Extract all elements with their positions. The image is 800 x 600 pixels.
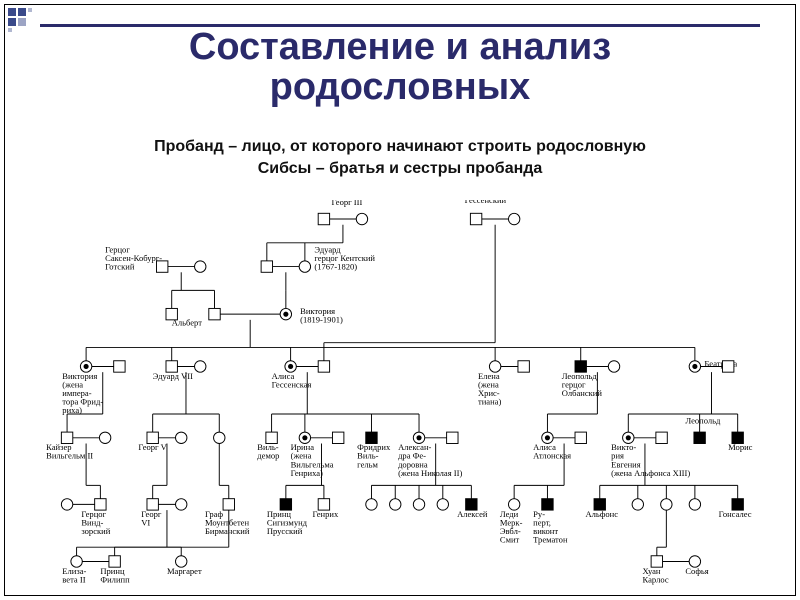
svg-text:Георг V: Георг V	[138, 442, 167, 452]
svg-text:Генриха): Генриха)	[291, 468, 323, 478]
svg-text:Морис: Морис	[728, 442, 753, 452]
svg-text:гельм: гельм	[357, 459, 378, 469]
svg-text:риха): риха)	[62, 405, 82, 415]
svg-text:(1767-1820): (1767-1820)	[314, 261, 357, 271]
pedigree-svg: Георг IIIЛюдовик II,великий герцогГессен…	[10, 200, 790, 590]
svg-text:демор: демор	[257, 451, 279, 461]
svg-text:Георг III: Георг III	[332, 200, 363, 207]
svg-text:Эдуард VII: Эдуард VII	[153, 371, 193, 381]
pedigree-chart: Георг IIIЛюдовик II,великий герцогГессен…	[10, 200, 790, 590]
svg-text:Смит: Смит	[500, 534, 520, 544]
svg-text:Карлос: Карлос	[643, 574, 669, 584]
svg-text:Трематон: Трематон	[533, 534, 568, 544]
svg-text:Альберт: Альберт	[172, 318, 203, 328]
svg-text:Алексей: Алексей	[457, 509, 488, 519]
svg-text:Софья: Софья	[685, 566, 708, 576]
svg-text:Атлонская: Атлонская	[533, 451, 571, 461]
svg-text:Гессенский: Гессенский	[465, 200, 507, 205]
title-line-1: Составление и анализ	[189, 26, 611, 68]
subtitle-line-1: Пробанд – лицо, от которого начинают стр…	[154, 138, 646, 155]
svg-text:(жена Николая II): (жена Николая II)	[398, 468, 462, 478]
svg-text:Гессенская: Гессенская	[272, 379, 312, 389]
svg-text:Маргарет: Маргарет	[167, 566, 202, 576]
svg-text:Генрих: Генрих	[312, 509, 339, 519]
svg-text:Прусский: Прусский	[267, 526, 303, 536]
svg-text:Альфонс: Альфонс	[585, 509, 618, 519]
slide-title: Составление и анализ родословных	[0, 28, 800, 108]
svg-text:Готский: Готский	[105, 261, 135, 271]
title-line-2: родословных	[270, 66, 531, 108]
svg-text:(жена Альфонса XIII): (жена Альфонса XIII)	[611, 468, 690, 478]
svg-text:Филипп: Филипп	[100, 574, 130, 584]
svg-text:зорский: зорский	[81, 526, 110, 536]
svg-text:Вильгельм II: Вильгельм II	[46, 451, 93, 461]
svg-text:вета II: вета II	[62, 574, 85, 584]
svg-text:Гонсалес: Гонсалес	[719, 509, 752, 519]
svg-text:VI: VI	[141, 517, 150, 527]
svg-text:тиана): тиана)	[478, 397, 501, 407]
subtitle-line-2: Сибсы – братья и сестры пробанда	[258, 160, 543, 177]
svg-text:Олбанский: Олбанский	[562, 388, 603, 398]
svg-text:Бирманский: Бирманский	[205, 526, 250, 536]
svg-text:Леопольд: Леопольд	[685, 416, 721, 426]
slide-subtitle: Пробанд – лицо, от которого начинают стр…	[0, 136, 800, 179]
svg-text:(1819-1901): (1819-1901)	[300, 315, 343, 325]
